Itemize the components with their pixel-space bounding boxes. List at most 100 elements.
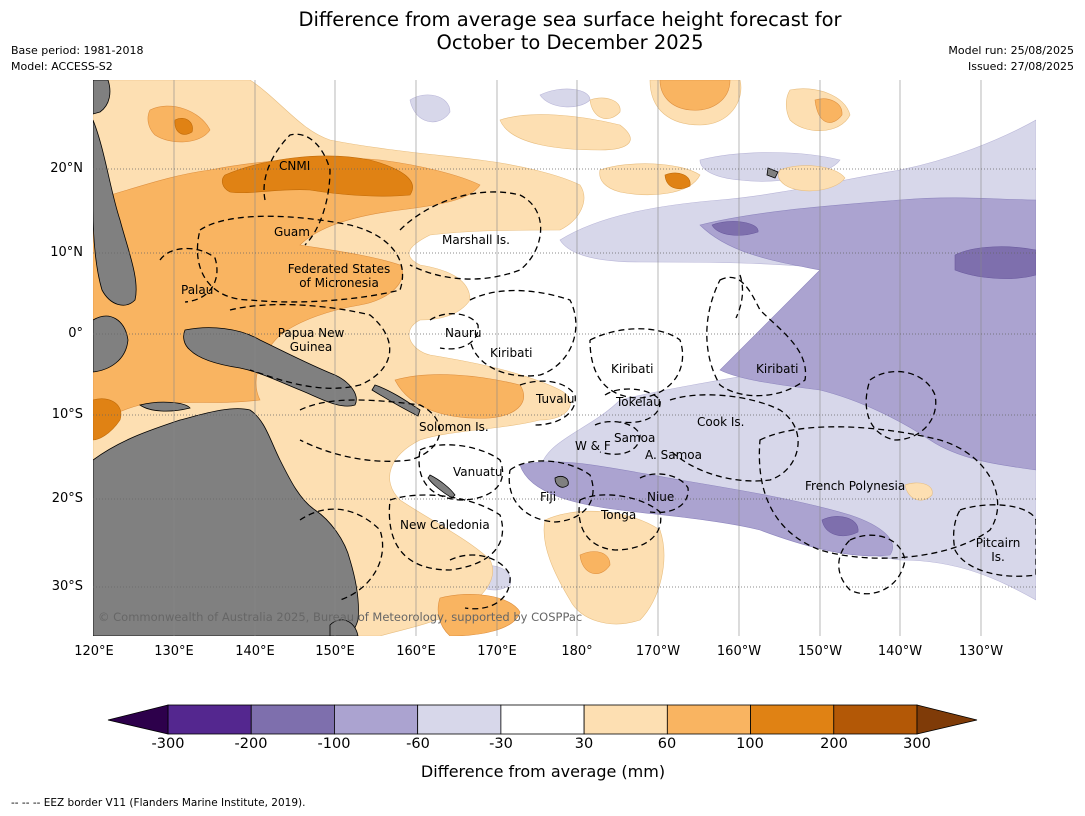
y-tick-label: 10°N [50, 245, 83, 260]
label-french-polynesia: French Polynesia [805, 479, 906, 493]
colorbar-tick: -100 [317, 736, 351, 752]
y-tick-label: 20°S [51, 491, 83, 506]
eez-french-polynesia [758, 426, 999, 559]
colorbar-tick: -30 [489, 736, 513, 752]
label-american-samoa: A. Samoa [645, 448, 702, 462]
eez-niue [639, 473, 689, 514]
y-tick-label: 0° [68, 326, 83, 341]
land-masses [93, 80, 779, 636]
colorbar-boxes [167, 704, 918, 735]
anomaly-region-pos-medium [659, 80, 731, 111]
graticule [173, 80, 982, 636]
label-palau: Palau [181, 283, 214, 297]
eez-kermadec [449, 554, 511, 610]
new-caledonia-land [427, 474, 456, 499]
colorbar-swatch [500, 704, 585, 735]
new-guinea-land [183, 327, 357, 407]
colorbar-swatch [750, 704, 835, 735]
model-run: Model run: 25/08/2025 [948, 44, 1074, 57]
label-vanuatu: Vanuatu [453, 465, 503, 479]
eez-tokelau [604, 388, 661, 424]
y-tick-label: 10°S [51, 407, 83, 422]
eez-cook [669, 394, 799, 482]
label-niue: Niue [647, 490, 675, 504]
colorbar-label: Difference from average (mm) [420, 762, 666, 781]
x-tick-label: 150°W [797, 644, 843, 659]
label-cnmi: CNMI [279, 159, 311, 173]
colorbar-swatch [666, 704, 751, 735]
copyright-notice: © Commonwealth of Australia 2025, Bureau… [98, 610, 583, 624]
issued-date: Issued: 27/08/2025 [967, 60, 1074, 73]
colorbar-under-arrow [107, 704, 169, 735]
timor-land [139, 401, 191, 412]
anomaly-region-neg-light [409, 94, 451, 123]
label-tokelau: Tokelau [616, 395, 661, 409]
colorbar-swatch [417, 704, 502, 735]
anomaly-region-neg-dark [821, 516, 859, 536]
eez-kiribati-c [589, 328, 684, 399]
eez-samoa [594, 421, 641, 455]
label-guam: Guam [274, 225, 310, 239]
label-kiribati-west: Kiribati [490, 346, 533, 360]
anomaly-region-pos-light [778, 165, 846, 192]
anomaly-region-pos-medium [394, 374, 525, 419]
colorbar-tick: -300 [151, 736, 185, 752]
asia-coast-land [93, 80, 111, 115]
label-nauru: Nauru [445, 326, 482, 340]
eez-vanuatu [418, 444, 504, 501]
y-tick-label: 20°N [50, 161, 83, 176]
borneo-land [93, 315, 129, 373]
eez-kiribati-w [469, 289, 577, 377]
label-fsm-line-1: Federated States [287, 262, 391, 276]
philippines-land [93, 119, 137, 306]
anomaly-region-pos-medium [437, 593, 521, 636]
eez-tonga [578, 494, 662, 551]
colorbar-tick: 60 [657, 736, 677, 752]
colorbar-tick: 200 [820, 736, 848, 752]
anomaly-region-neg-dark [711, 221, 759, 236]
hawaii-land [766, 167, 779, 179]
eez-pitcairn [953, 504, 1036, 577]
eez-marquesas [865, 370, 937, 441]
eez-borders [159, 133, 1036, 610]
eez-fiji [508, 460, 594, 523]
y-tick-label: 30°S [51, 579, 83, 594]
label-png-line-2: Guinea [289, 340, 333, 354]
x-tick-label: 120°E [74, 644, 114, 659]
new-zealand-land [329, 619, 359, 636]
colorbar-over-arrow [916, 704, 978, 735]
colorbar-tick: 100 [736, 736, 764, 752]
label-kiribati-east: Kiribati [756, 362, 799, 376]
x-tick-label: 140°W [877, 644, 923, 659]
anomaly-region-pos-dark [93, 398, 122, 441]
x-tick-label: 150°E [315, 644, 355, 659]
label-png-line-1: Papua New [277, 326, 345, 340]
x-tick-label: 160°E [396, 644, 436, 659]
label-fiji: Fiji [540, 490, 557, 504]
x-tick-label: 130°E [154, 644, 194, 659]
meta-left: Base period: 1981-2018 Model: ACCESS-S2 [11, 43, 143, 75]
anomaly-region-pos-dark [221, 155, 413, 197]
label-samoa: Samoa [614, 431, 656, 445]
label-png: Papua New Guinea [266, 326, 356, 354]
eez-cnmi [263, 133, 331, 246]
colorbar-tick: 30 [574, 736, 594, 752]
label-cook-islands: Cook Is. [697, 415, 745, 429]
eez-solomon [299, 399, 441, 462]
anomaly-region-neg-dark [954, 246, 1036, 279]
eez-kiribati-e [706, 276, 807, 397]
anomaly-region-pos-dark [664, 172, 691, 189]
label-kiribati-central: Kiribati [611, 362, 654, 376]
map-title: Difference from average sea surface heig… [0, 8, 1085, 54]
fiji-land [554, 476, 569, 488]
base-period: Base period: 1981-2018 [11, 44, 144, 57]
eez-fsm [196, 215, 404, 303]
label-pitcairn-line-1: Pitcairn [975, 536, 1021, 550]
eez-footnote: -- -- -- EEZ border V11 (Flanders Marine… [11, 797, 306, 809]
colorbar-swatch [583, 704, 668, 735]
eez-new-caledonia [388, 494, 504, 571]
solomon-islands-land [371, 384, 421, 417]
model-name: Model: ACCESS-S2 [11, 60, 113, 73]
eez-hawaii [735, 274, 744, 319]
colorbar-tick: -200 [234, 736, 268, 752]
